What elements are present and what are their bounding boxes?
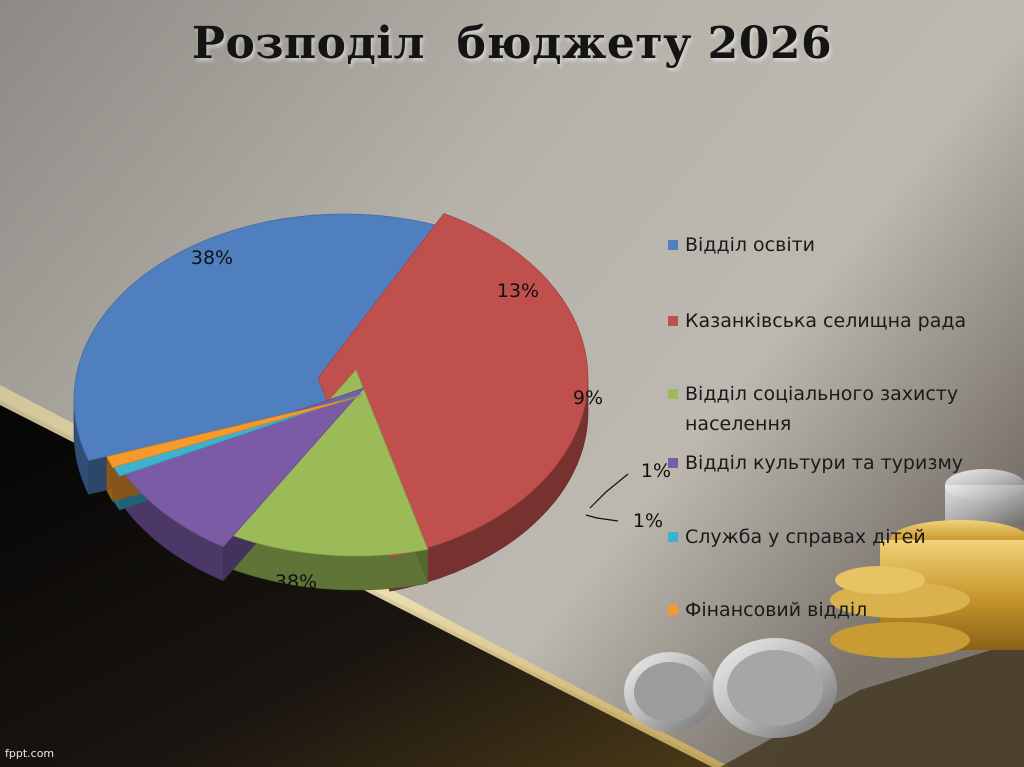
legend-label: Відділ культури та туризму (685, 452, 964, 474)
legend-swatch (668, 532, 678, 542)
watermark-text: fppt.com (5, 747, 55, 760)
legend-swatch (668, 458, 678, 468)
legend-swatch (668, 240, 678, 250)
data-label: 1% (641, 460, 671, 482)
page-title: Розподіл бюджету 2026 (191, 18, 833, 69)
coins-illustration (624, 469, 1024, 738)
pie-slice (121, 387, 366, 548)
data-label: 38% (191, 247, 233, 269)
legend-label: Відділ освіти (685, 234, 816, 256)
legend-swatch (668, 389, 678, 399)
leader-line (585, 514, 619, 522)
data-label: 9% (573, 387, 603, 409)
legend-label: Казанківська селищна рада (685, 310, 967, 332)
legend-label: Служба у справах дітей (685, 526, 926, 548)
data-label: 1% (633, 510, 663, 532)
leader-line (589, 473, 629, 509)
legend-swatch (668, 316, 678, 326)
pie-slice (73, 213, 471, 462)
legend-swatch (668, 605, 678, 615)
pie-slice (106, 395, 363, 468)
data-label: 13% (497, 280, 539, 302)
legend-label: Фінансовий відділ (685, 599, 868, 621)
legend-label: Відділ соціального захисту населення (685, 383, 959, 435)
data-label: 38% (275, 571, 317, 593)
